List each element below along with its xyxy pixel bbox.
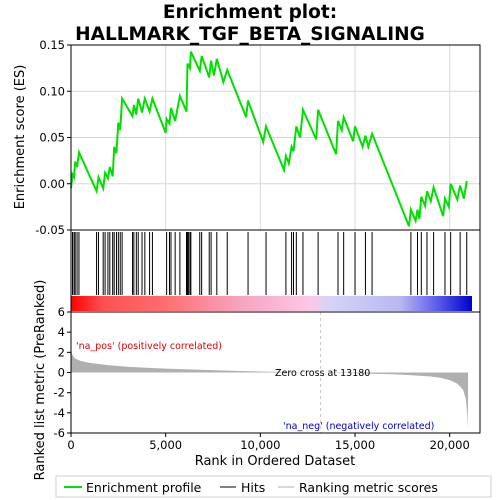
es-y-ticks: -0.05 0.00 0.05 0.10 0.15 <box>35 38 71 237</box>
x-tick-label: 10,000 <box>240 438 280 452</box>
title-line-1: Enrichment plot: <box>163 2 337 23</box>
metric-y-tick-label: 4 <box>58 325 65 339</box>
title-line-2: HALLMARK_TGF_BETA_SIGNALING <box>75 24 425 45</box>
es-y-tick-label: -0.05 <box>35 223 65 237</box>
metric-y-tick-label: -6 <box>54 426 65 440</box>
legend-hits-label: Hits <box>241 480 265 495</box>
legend: Enrichment profile Hits Ranking metric s… <box>55 475 492 498</box>
es-y-tick-label: 0.00 <box>39 177 65 191</box>
es-y-tick-label: 0.10 <box>39 84 65 98</box>
x-tick-label: 20,000 <box>430 438 470 452</box>
metric-y-tick-label: -4 <box>54 406 65 420</box>
hits-panel <box>70 229 481 313</box>
x-tick-label: 15,000 <box>335 438 375 452</box>
metric-y-tick-label: 6 <box>58 305 65 319</box>
metric-y-ticks: -6 -4 -2 0 2 4 6 <box>54 305 71 440</box>
metric-y-tick-label: 0 <box>58 366 65 380</box>
zero-cross-label: Zero cross at 13180 <box>275 368 370 379</box>
enrichment-profile-line <box>70 51 468 227</box>
legend-enrichment-label: Enrichment profile <box>86 480 202 495</box>
positive-correlation-label: 'na_pos' (positively correlated) <box>76 341 222 352</box>
metric-y-tick-label: -2 <box>54 386 65 400</box>
x-tick-label: 5,000 <box>149 438 182 452</box>
es-panel: -0.05 0.00 0.05 0.10 0.15 Enrichment score (… <box>13 38 481 237</box>
es-y-tick-label: 0.05 <box>39 131 65 145</box>
x-tick-label: 0 <box>67 438 74 452</box>
metric-y-axis-label: Ranked list metric (PreRanked) <box>33 280 48 481</box>
hit-lines <box>72 232 468 295</box>
x-axis-label: Rank in Ordered Dataset <box>195 454 356 469</box>
x-axis-ticks: 0 5,000 10,000 15,000 20,000 <box>67 433 470 452</box>
metric-panel: -6 -4 -2 0 2 4 6 'na_pos' (positively correlat… <box>33 280 481 481</box>
legend-metric-label: Ranking metric scores <box>299 480 438 495</box>
es-y-axis-label: Enrichment score (ES) <box>13 65 28 210</box>
negative-correlation-label: 'na_neg' (negatively correlated) <box>283 421 434 432</box>
ranking-color-bar <box>71 296 472 311</box>
es-y-tick-label: 0.15 <box>39 38 65 52</box>
metric-y-tick-label: 2 <box>58 345 65 359</box>
